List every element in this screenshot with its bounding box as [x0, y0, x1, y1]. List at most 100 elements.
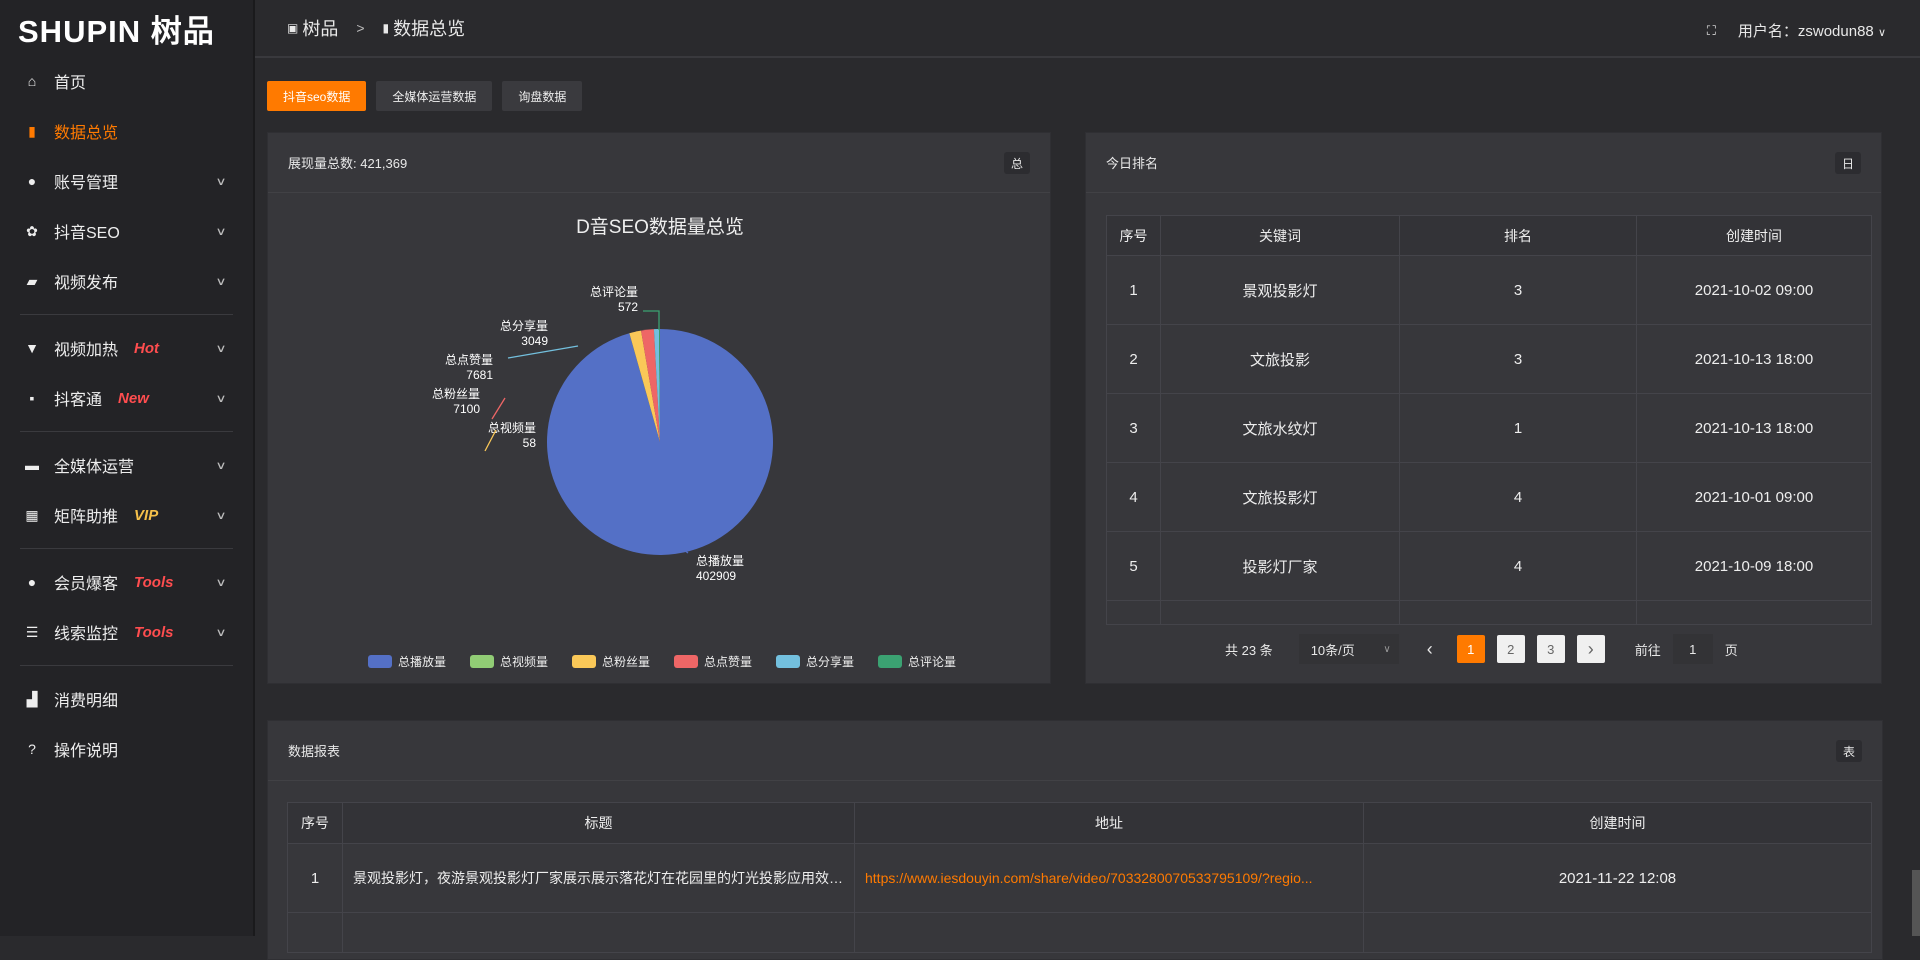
table-cell: 3 [1399, 324, 1637, 394]
pie-slice[interactable] [653, 329, 660, 442]
table-row: 2 文旅投影 3 2021-10-13 18:00 [1106, 324, 1872, 394]
sidebar-item[interactable]: ▮ 数据总览 [0, 106, 253, 156]
column-header: 排名 [1399, 215, 1637, 256]
table-cell [1160, 600, 1400, 625]
nav-divider [20, 314, 233, 315]
sidebar-item[interactable]: ▰ 视频发布 ∨ [0, 256, 253, 306]
sidebar-item[interactable]: ? 操作说明 [0, 724, 253, 774]
table-button[interactable]: 表 [1836, 740, 1862, 762]
pie-slice[interactable] [641, 329, 660, 442]
table-cell: 1 [287, 843, 343, 913]
pie-slice[interactable] [629, 333, 660, 442]
legend-label[interactable]: 总点赞量 [704, 655, 752, 669]
logo[interactable]: SHUPIN 树品 [0, 0, 253, 56]
table-cell: 文旅投影灯 [1160, 462, 1400, 532]
label-leader-line [484, 429, 497, 452]
column-header: 标题 [342, 802, 855, 844]
table-cell: 5 [1106, 531, 1161, 601]
chart-icon: ▣ [287, 21, 299, 35]
tab-bar: 抖音seo数据 全媒体运营数据 询盘数据 [267, 81, 583, 111]
goto-page-input[interactable]: 1 [1672, 634, 1713, 664]
sidebar-item-label: 矩阵助推 [54, 509, 119, 526]
slice-label-name: 总粉丝量 [432, 387, 480, 401]
table-cell: 文旅投影 [1160, 324, 1400, 394]
grid-icon: ▦ [25, 506, 39, 523]
chevron-down-icon: ∨ [1383, 643, 1391, 655]
video-link[interactable]: https://www.iesdouyin.com/share/video/70… [854, 843, 1364, 913]
sidebar-item[interactable]: ● 会员爆客 Tools ∨ [0, 557, 253, 607]
page-1[interactable]: 1 [1456, 635, 1485, 663]
username: 用户名：zswodun88 [1737, 23, 1874, 40]
sidebar-item[interactable]: ▦ 矩阵助推 VIP ∨ [0, 490, 253, 540]
sidebar-badge: Tools [134, 573, 174, 591]
table-cell: 1 [1106, 255, 1161, 325]
sidebar-item[interactable]: ⌂ 首页 [0, 56, 253, 106]
scrollbar[interactable] [1912, 870, 1920, 936]
table-cell: 投影灯厂家 [1160, 531, 1400, 601]
pie-slice[interactable] [629, 330, 660, 442]
label-leader-line [507, 345, 579, 359]
table-cell [1636, 600, 1872, 625]
sidebar-item[interactable]: ▼ 视频加热 Hot ∨ [0, 323, 253, 373]
tab-media-ops[interactable]: 全媒体运营数据 [376, 81, 493, 111]
table-row: 5 投影灯厂家 4 2021-10-09 18:00 [1106, 531, 1872, 601]
question-icon: ? [28, 741, 36, 757]
sidebar-item[interactable]: ✿ 抖音SEO ∨ [0, 206, 253, 256]
ranking-table: 序号 关键词 排名 创建时间 1 景观投影灯 3 2021-10-02 09:00 2 文旅投影 3… [1106, 215, 1872, 625]
report-table: 序号 标题 地址 创建时间 1 景观投影灯，夜游景观投影灯厂家展示展示落花灯在花园里的灯光… [287, 802, 1872, 953]
legend-swatch[interactable] [878, 655, 902, 668]
sidebar-item-label: 账号管理 [54, 175, 119, 192]
legend-label[interactable]: 总评论量 [908, 655, 956, 669]
tab-douyin-seo[interactable]: 抖音seo数据 [267, 81, 367, 111]
slice-label-value: 58 [523, 436, 537, 450]
chat-icon: ▪ [29, 390, 35, 406]
legend-swatch[interactable] [368, 655, 392, 668]
legend-swatch[interactable] [572, 655, 596, 668]
page-2[interactable]: 2 [1496, 635, 1525, 663]
legend-swatch[interactable] [776, 655, 800, 668]
legend-label[interactable]: 总视频量 [500, 654, 548, 669]
sidebar-item-label: 数据总览 [54, 125, 119, 142]
goto-label: 前往 [1634, 642, 1661, 658]
table-cell: 3 [1106, 393, 1161, 463]
sidebar-item[interactable]: ☰ 线索监控 Tools ∨ [0, 607, 253, 657]
sidebar-item[interactable]: ▪ 抖客通 New ∨ [0, 373, 253, 423]
legend-label[interactable]: 总分享量 [806, 654, 854, 669]
total-button[interactable]: 总 [1004, 152, 1030, 174]
nav-divider [20, 431, 233, 432]
table-cell: 4 [1399, 531, 1637, 601]
table-cell: 2021-10-02 09:00 [1636, 255, 1872, 325]
sidebar-item[interactable]: ▟ 消费明细 [0, 674, 253, 724]
sidebar-item[interactable]: ● 账号管理 ∨ [0, 156, 253, 206]
table-cell: 1 [1399, 393, 1637, 463]
page-size-select[interactable]: 10条/页 ∨ [1298, 634, 1399, 664]
report-title: 数据报表 [288, 744, 341, 759]
chevron-down-icon: ∨ [215, 459, 227, 472]
prev-page-button[interactable]: ‹ [1426, 638, 1433, 659]
next-page-button[interactable]: › [1576, 635, 1605, 663]
tab-inquiry[interactable]: 询盘数据 [502, 81, 583, 111]
overview-title: 展现量总数: 421,369 [288, 156, 408, 171]
legend-swatch[interactable] [674, 655, 698, 668]
day-button[interactable]: 日 [1835, 152, 1861, 174]
breadcrumb-separator: > [356, 20, 365, 36]
chevron-down-icon: ∨ [215, 392, 227, 405]
page-3[interactable]: 3 [1536, 635, 1565, 663]
sidebar-item-label: 操作说明 [54, 743, 119, 760]
legend-swatch[interactable] [470, 655, 494, 668]
nav-divider [20, 548, 233, 549]
camera-icon: ▰ [26, 272, 38, 289]
chevron-down-icon: ∨ [215, 509, 227, 522]
breadcrumb-home[interactable]: 树品 [302, 19, 339, 39]
monitor-icon: ▬ [25, 457, 39, 473]
legend-label[interactable]: 总播放量 [398, 654, 446, 669]
legend-label[interactable]: 总粉丝量 [602, 655, 650, 669]
table-cell [287, 912, 343, 953]
user-menu[interactable]: 用户名：zswodun88 ∨ [1738, 20, 1886, 41]
fullscreen-icon[interactable]: ⛶ [1706, 22, 1716, 38]
sidebar-item-label: 全媒体运营 [54, 459, 135, 476]
table-cell: 2021-10-01 09:00 [1636, 462, 1872, 532]
total-count: 共 23 条 [1225, 642, 1273, 658]
chevron-down-icon: ∨ [215, 225, 227, 238]
sidebar-item[interactable]: ▬ 全媒体运营 ∨ [0, 440, 253, 490]
